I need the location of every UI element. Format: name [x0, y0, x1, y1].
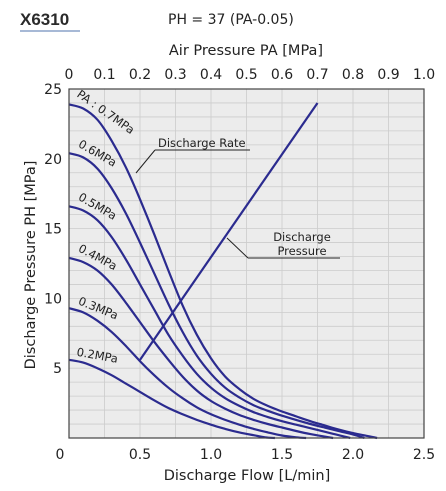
- top-axis-ticks: 0 0.1 0.2 0.3 0.4 0.5 0.6 0.7 0.8 0.9 1.0: [65, 67, 436, 83]
- equation-label: PH = 37 (PA-0.05): [168, 12, 294, 28]
- top-tick-label: 0.1: [93, 67, 115, 83]
- x-tick-label: 1.5: [271, 447, 293, 463]
- x-axis-title: Discharge Flow [L/min]: [164, 468, 331, 484]
- discharge-rate-label: Discharge Rate: [158, 136, 246, 150]
- top-tick-label: 0.6: [271, 67, 293, 83]
- top-tick-label: 0.4: [200, 67, 222, 83]
- discharge-pressure-line: [139, 102, 319, 361]
- plot-frame: [68, 88, 425, 439]
- y-tick-label: 5: [53, 361, 62, 377]
- y-axis-ticks: 5 10 15 20 25: [44, 82, 62, 377]
- discharge-pressure-label-1: Discharge: [273, 230, 331, 244]
- y-tick-label: 15: [44, 222, 62, 238]
- discharge-pressure-leader: [226, 237, 249, 259]
- model-title: X6310: [20, 10, 69, 29]
- top-tick-label: 1.0: [413, 67, 435, 83]
- grid-lines: [69, 89, 424, 438]
- series-line-1: [68, 152, 365, 440]
- x-tick-label: 1.0: [200, 447, 222, 463]
- discharge-rate-leader: [135, 149, 156, 174]
- y-tick-label: 20: [44, 152, 62, 168]
- top-tick-label: 0.7: [306, 67, 328, 83]
- y-tick-label: 10: [44, 291, 62, 307]
- x-tick-label: 0: [56, 447, 65, 463]
- discharge-pressure-label-2: Pressure: [277, 244, 326, 258]
- series-line-3: [68, 256, 334, 440]
- y-axis-title: Discharge Pressure PH [MPa]: [23, 161, 39, 370]
- series-line-0: [68, 103, 378, 440]
- top-tick-label: 0.8: [342, 67, 364, 83]
- top-tick-label: 0.3: [164, 67, 186, 83]
- top-tick-label: 0.2: [129, 67, 151, 83]
- series-line-5: [68, 358, 275, 440]
- x-tick-label: 2.5: [413, 447, 435, 463]
- top-axis-title: Air Pressure PA [MPa]: [169, 43, 323, 59]
- top-tick-label: 0.5: [235, 67, 257, 83]
- x-tick-label: 2.0: [342, 447, 364, 463]
- top-tick-label: 0: [65, 67, 74, 83]
- top-tick-label: 0.9: [377, 67, 399, 83]
- x-axis-ticks: 0 0.5 1.0 1.5 2.0 2.5: [56, 447, 436, 463]
- series-line-4: [68, 307, 307, 440]
- y-tick-label: 25: [44, 82, 62, 98]
- discharge-rate-curves: [68, 103, 378, 440]
- series-line-2: [68, 205, 351, 440]
- x-tick-label: 0.5: [129, 447, 151, 463]
